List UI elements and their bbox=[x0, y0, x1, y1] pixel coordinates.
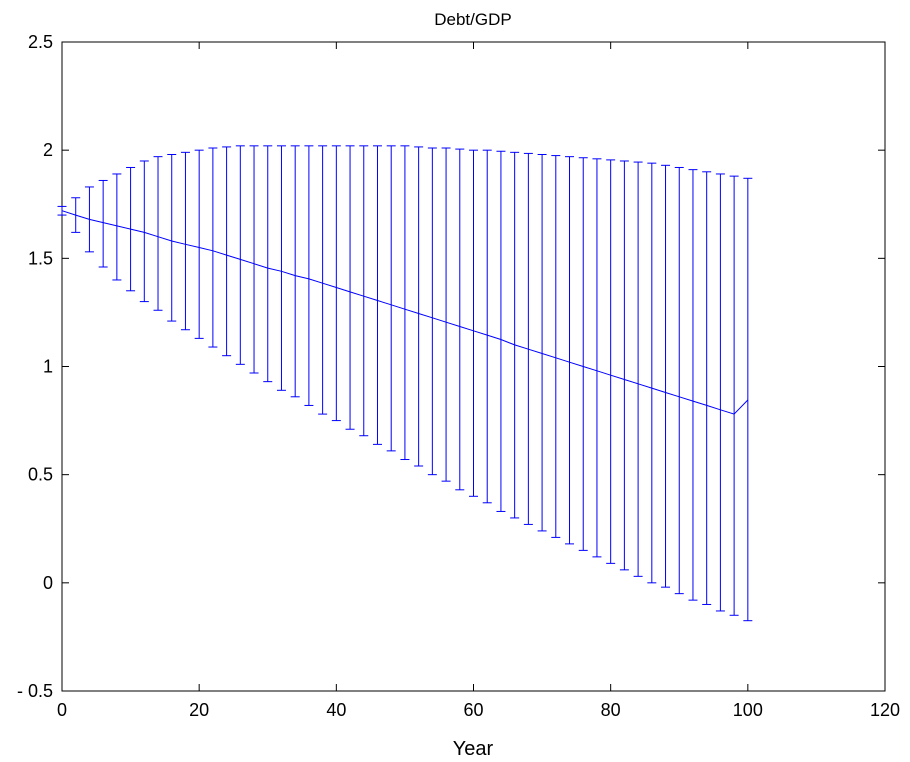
x-tick-label: 60 bbox=[463, 700, 483, 720]
x-tick-label: 120 bbox=[870, 700, 900, 720]
y-tick-label: 2.5 bbox=[28, 32, 53, 52]
mean-line bbox=[61, 210, 749, 415]
y-tick-label: 0 bbox=[43, 573, 53, 593]
x-axis-title: Year bbox=[453, 738, 494, 760]
y-tick-label: 1 bbox=[43, 357, 53, 377]
y-tick-label: - 0.5 bbox=[17, 681, 53, 701]
x-tick-label: 0 bbox=[57, 700, 67, 720]
x-tick-label: 20 bbox=[189, 700, 209, 720]
plot-area: 0 20 40 60 80 100 120- 0.500.511.522.5 bbox=[17, 32, 900, 720]
y-tick-label: 1.5 bbox=[28, 248, 53, 268]
y-tick-label: 2 bbox=[43, 140, 53, 160]
chart-title: Debt/GDP bbox=[434, 10, 511, 29]
x-tick-label: 40 bbox=[326, 700, 346, 720]
x-tick-label: 80 bbox=[601, 700, 621, 720]
y-tick-label: 0.5 bbox=[28, 465, 53, 485]
x-tick-label: 100 bbox=[733, 700, 763, 720]
